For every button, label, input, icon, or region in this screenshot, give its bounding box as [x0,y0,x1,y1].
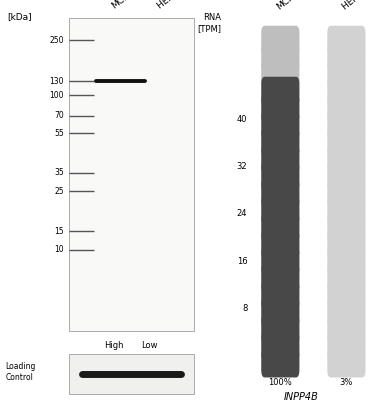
FancyBboxPatch shape [261,77,299,106]
FancyBboxPatch shape [261,94,299,122]
FancyBboxPatch shape [327,247,366,276]
Text: HEK 293: HEK 293 [341,0,376,12]
Text: Low: Low [141,341,158,350]
FancyBboxPatch shape [327,332,366,360]
Text: HEK 293: HEK 293 [155,0,191,11]
FancyBboxPatch shape [261,145,299,174]
Text: RNA
[TPM]: RNA [TPM] [197,14,221,33]
Text: 32: 32 [237,162,247,171]
Text: 8: 8 [242,304,247,313]
Text: 16: 16 [237,257,247,266]
Text: 15: 15 [54,226,64,236]
Text: 70: 70 [54,111,64,120]
Text: 35: 35 [54,168,64,177]
FancyBboxPatch shape [327,349,366,378]
Text: Loading
Control: Loading Control [6,362,36,382]
FancyBboxPatch shape [327,213,366,242]
FancyBboxPatch shape [261,213,299,242]
FancyBboxPatch shape [327,145,366,174]
Text: INPP4B: INPP4B [284,392,319,400]
FancyBboxPatch shape [261,111,299,140]
FancyBboxPatch shape [261,247,299,276]
FancyBboxPatch shape [261,281,299,310]
Text: MCF-7: MCF-7 [275,0,302,12]
FancyBboxPatch shape [261,128,299,156]
Text: 10: 10 [54,246,64,254]
FancyBboxPatch shape [261,162,299,190]
FancyBboxPatch shape [327,60,366,88]
Text: 130: 130 [49,77,64,86]
FancyBboxPatch shape [327,264,366,292]
Text: 250: 250 [49,36,64,45]
FancyBboxPatch shape [261,230,299,258]
FancyBboxPatch shape [327,26,366,54]
Text: MCF-7: MCF-7 [110,0,138,11]
Text: [kDa]: [kDa] [8,13,33,22]
FancyBboxPatch shape [261,26,299,54]
FancyBboxPatch shape [327,128,366,156]
FancyBboxPatch shape [327,43,366,72]
Text: 25: 25 [54,187,64,196]
FancyBboxPatch shape [327,179,366,208]
FancyBboxPatch shape [327,281,366,310]
FancyBboxPatch shape [261,298,299,326]
FancyBboxPatch shape [261,179,299,208]
FancyBboxPatch shape [261,264,299,292]
Bar [69,354,194,394]
FancyBboxPatch shape [327,196,366,224]
FancyBboxPatch shape [327,315,366,344]
Text: 100: 100 [49,91,64,100]
FancyBboxPatch shape [261,60,299,88]
Text: 55: 55 [54,128,64,138]
FancyBboxPatch shape [327,94,366,122]
FancyBboxPatch shape [261,349,299,378]
Bar [69,18,194,331]
Text: 24: 24 [237,209,247,218]
FancyBboxPatch shape [327,230,366,258]
FancyBboxPatch shape [261,315,299,344]
FancyBboxPatch shape [261,332,299,360]
FancyBboxPatch shape [327,111,366,140]
Text: High: High [104,341,124,350]
FancyBboxPatch shape [327,77,366,106]
Text: 3%: 3% [340,378,353,387]
FancyBboxPatch shape [261,196,299,224]
FancyBboxPatch shape [327,298,366,326]
Text: 40: 40 [237,116,247,124]
Text: 100%: 100% [268,378,292,387]
FancyBboxPatch shape [327,162,366,190]
FancyBboxPatch shape [261,43,299,72]
